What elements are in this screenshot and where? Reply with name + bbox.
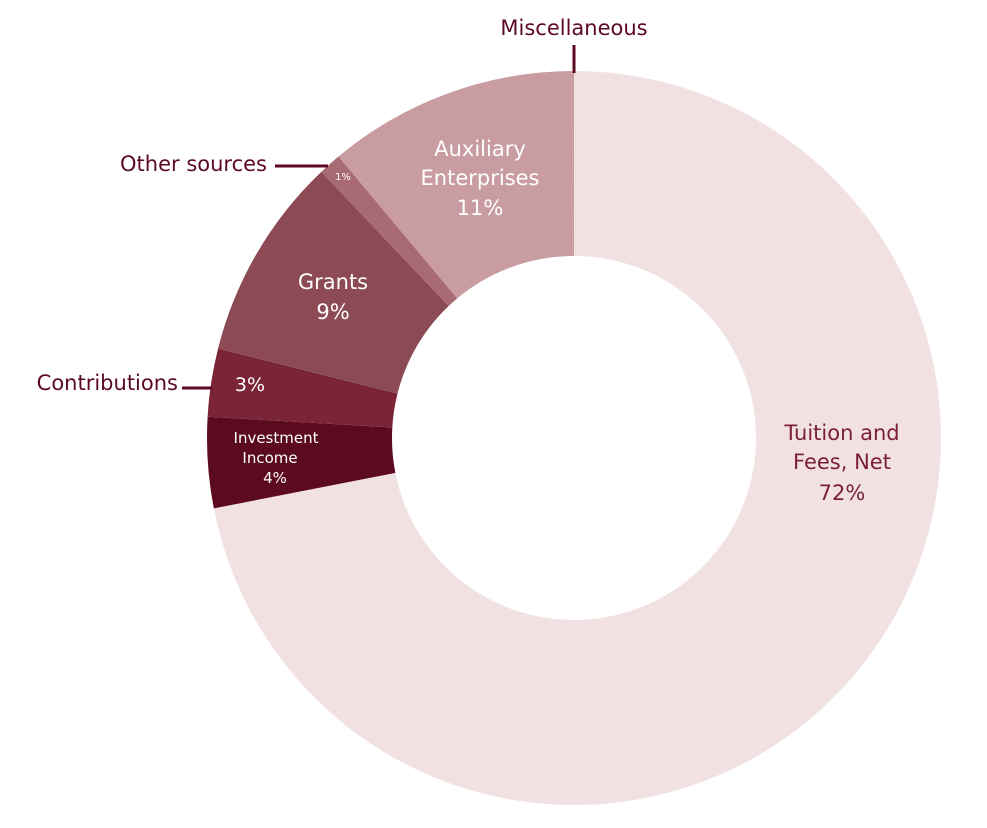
investment-label-line2: Income — [242, 449, 297, 467]
auxiliary-label-line2: Enterprises — [421, 166, 540, 190]
grants-label: Grants — [298, 270, 368, 294]
donut-slices — [206, 71, 941, 805]
inside-labels: Tuition and Fees, Net 72% Investment Inc… — [234, 137, 900, 505]
other-value-label: 1% — [335, 172, 351, 183]
contributions-value-label: 3% — [235, 374, 265, 396]
miscellaneous-callout: Miscellaneous — [500, 16, 647, 40]
investment-label-line1: Investment — [234, 429, 319, 447]
slice-auxiliary-enterprises — [338, 71, 573, 299]
grants-value-label: 9% — [316, 300, 349, 324]
slice-grants — [218, 171, 449, 394]
slice-contributions — [207, 348, 398, 428]
other-sources-callout: Other sources — [120, 152, 267, 176]
tuition-label-line1: Tuition and — [783, 421, 899, 445]
slice-other-sources — [321, 156, 458, 307]
slice-investment-income — [206, 416, 396, 509]
slice-miscellaneous — [571, 71, 574, 257]
contributions-callout: Contributions — [37, 371, 178, 395]
tuition-value-label: 72% — [819, 481, 866, 505]
tuition-label-line2: Fees, Net — [793, 450, 891, 474]
investment-value-label: 4% — [263, 469, 287, 487]
auxiliary-value-label: 11% — [457, 196, 504, 220]
auxiliary-label-line1: Auxiliary — [434, 137, 526, 161]
slice-tuition-and-fees-net — [213, 71, 941, 805]
callouts: Miscellaneous Other sources Contribution… — [37, 16, 648, 395]
